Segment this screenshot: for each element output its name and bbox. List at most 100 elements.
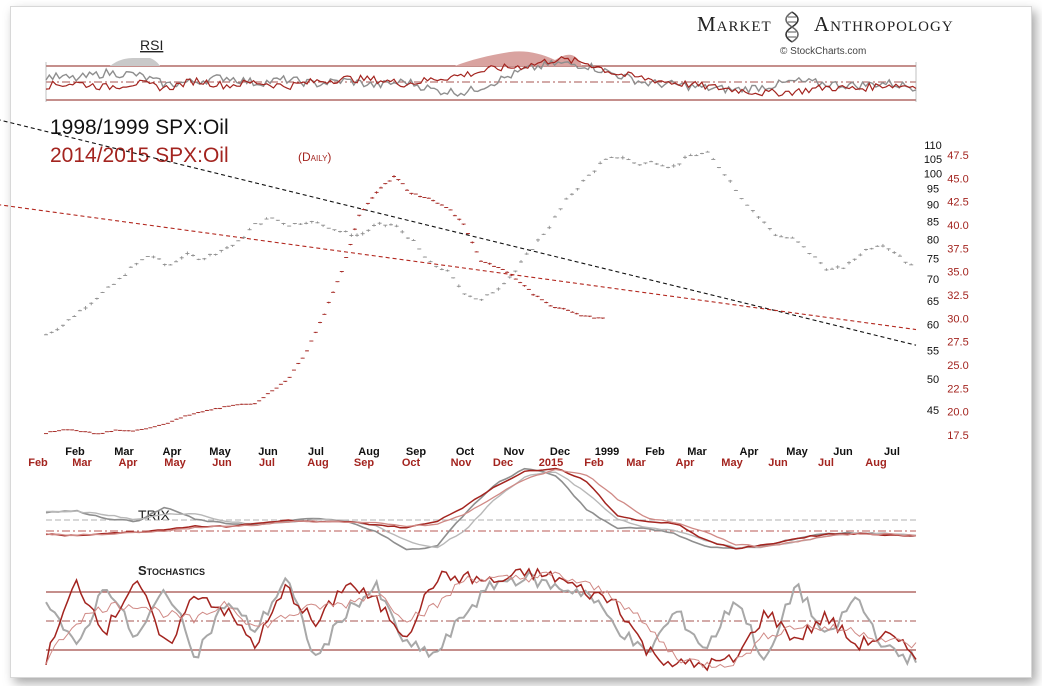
price-bar-1998 xyxy=(490,292,495,294)
price-bar-1998 xyxy=(383,224,388,228)
price-bar-1998 xyxy=(128,266,133,268)
price-bar-1998 xyxy=(677,163,682,166)
price-bar-1998 xyxy=(609,156,614,158)
price-bar-2014 xyxy=(178,417,183,419)
price-bar-2014 xyxy=(52,431,57,432)
rsi-line-1998 xyxy=(45,59,917,97)
price-bar-2014 xyxy=(322,313,327,315)
price-bar-1998 xyxy=(162,263,167,267)
y-tick-1998: 105 xyxy=(924,154,942,166)
x-tick-1998: May xyxy=(209,446,231,458)
price-bar-2014 xyxy=(448,209,453,211)
y-tick-1998: 100 xyxy=(924,168,942,180)
price-bar-1998 xyxy=(705,150,710,153)
price-bar-1998 xyxy=(790,236,795,239)
y-tick-1998: 45 xyxy=(927,405,939,417)
price-bar-1998 xyxy=(44,333,48,336)
price-bar-2014 xyxy=(331,291,336,293)
x-tick-2014: Sep xyxy=(354,457,374,469)
price-bar-2014 xyxy=(461,223,466,226)
price-bar-1998 xyxy=(496,287,501,291)
price-bar-2014 xyxy=(218,407,222,410)
price-bar-2014 xyxy=(457,218,462,221)
price-bar-2014 xyxy=(396,179,401,181)
stochastics-panel: Stochastics xyxy=(45,563,917,672)
y-tick-2014: 32.5 xyxy=(947,290,968,302)
rsi-line-2014 xyxy=(45,55,917,97)
price-bar-1998 xyxy=(694,154,699,157)
price-bar-1998 xyxy=(445,269,450,272)
x-tick-1998: Mar xyxy=(114,446,134,458)
y-tick-2014: 17.5 xyxy=(947,430,968,442)
price-bar-1998 xyxy=(841,267,846,270)
y-tick-1998: 55 xyxy=(927,346,939,358)
x-tick-1998: May xyxy=(786,446,808,458)
price-bar-1998 xyxy=(830,267,835,270)
price-bar-2014 xyxy=(452,214,457,217)
x-tick-1998: Sep xyxy=(406,446,426,458)
price-bar-2014 xyxy=(261,397,266,399)
price-bar-1998 xyxy=(722,174,727,176)
price-bar-2014 xyxy=(135,429,140,431)
price-bar-2014 xyxy=(365,202,370,205)
price-bar-1998 xyxy=(598,161,603,165)
x-tick-1998: Oct xyxy=(456,446,475,458)
price-bar-1998 xyxy=(711,157,716,160)
price-bar-1998 xyxy=(292,223,297,225)
x-tick-2014: Apr xyxy=(119,457,139,469)
price-bar-1998 xyxy=(558,208,563,211)
price-bar-1998 xyxy=(83,305,88,311)
y-tick-1998: 60 xyxy=(927,320,939,332)
x-tick-2014: Nov xyxy=(451,457,473,469)
x-tick-1998: Nov xyxy=(504,446,526,458)
x-tick-1998: Mar xyxy=(687,446,707,458)
price-bar-1998 xyxy=(49,331,54,334)
price-bar-1998 xyxy=(603,158,608,160)
x-tick-1998: Jun xyxy=(833,446,853,458)
price-bar-1998 xyxy=(773,233,778,237)
price-bar-2014 xyxy=(339,271,344,273)
price-bar-1998 xyxy=(117,277,122,280)
price-bar-1998 xyxy=(858,253,863,257)
price-bar-1998 xyxy=(733,189,738,192)
x-tick-2014: Aug xyxy=(865,457,886,469)
x-tick-1998: Jun xyxy=(258,446,278,458)
price-bar-1998 xyxy=(643,162,648,165)
price-bar-1998 xyxy=(72,315,77,317)
brand-name-part2: Anthropology xyxy=(814,12,954,36)
price-bar-2014 xyxy=(196,412,201,414)
trendlines xyxy=(0,119,917,346)
price-bar-1998 xyxy=(626,158,631,161)
price-bar-1998 xyxy=(552,215,557,218)
price-bar-2014 xyxy=(100,432,105,434)
price-bar-1998 xyxy=(575,188,580,191)
price-bar-1998 xyxy=(620,155,625,160)
price-bar-1998 xyxy=(66,319,71,321)
price-bar-2014 xyxy=(579,315,584,317)
x-tick-2014: Mar xyxy=(626,457,646,469)
price-bar-1998 xyxy=(716,167,721,169)
trix-panel: TRIX xyxy=(45,467,917,551)
price-bar-1998 xyxy=(541,233,546,236)
y-tick-2014: 30.0 xyxy=(947,313,968,325)
x-axis-1998: Feb Mar Apr May Jun Jul Aug Sep Oct Nov Dec 1999 Feb… xyxy=(65,446,900,458)
price-bar-1998 xyxy=(332,229,337,232)
price-bar-2014 xyxy=(244,403,249,405)
price-bar-2014 xyxy=(557,307,562,309)
price-bar-1998 xyxy=(818,261,823,265)
price-bar-1998 xyxy=(258,223,263,226)
stochastics-label: Stochastics xyxy=(138,563,205,578)
price-bar-2014 xyxy=(483,261,488,263)
price-bar-2014 xyxy=(526,288,531,290)
x-tick-2014: Apr xyxy=(676,457,696,469)
x-tick-2014: 2015 xyxy=(539,457,563,469)
price-bar-2014 xyxy=(439,204,444,206)
price-bar-1998 xyxy=(55,327,60,331)
price-bar-1998 xyxy=(371,223,376,227)
price-bar-1998 xyxy=(219,249,224,253)
price-bar-1998 xyxy=(241,235,246,239)
price-bar-1998 xyxy=(377,221,382,225)
price-bar-2014 xyxy=(470,241,475,244)
price-bar-1998 xyxy=(134,262,139,266)
